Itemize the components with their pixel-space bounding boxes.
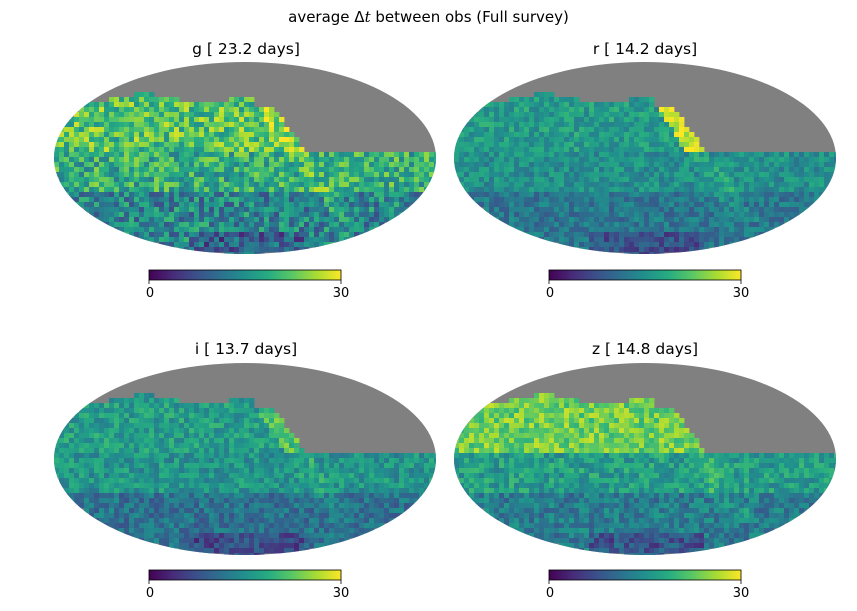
panel-title-z: z [ 14.8 days] (591, 340, 699, 358)
figure-suptitle: average Δt between obs (Full survey) (288, 8, 569, 26)
colorbar-g-min-label: 0 (145, 286, 155, 301)
survey-footprint-r (454, 92, 836, 254)
colorbar-r-max-label: 30 (732, 286, 750, 301)
colorbar-i (148, 569, 342, 581)
survey-footprint-i (54, 393, 436, 555)
sky-map-g (54, 62, 436, 284)
colorbar-i-min-label: 0 (145, 586, 155, 601)
colorbar-i-max-label: 30 (332, 586, 350, 601)
colorbar-z (548, 569, 742, 581)
colorbar-g (148, 269, 342, 281)
colorbar-z-max-label: 30 (732, 586, 750, 601)
sky-map-r (454, 62, 836, 284)
colorbar-g-max-label: 30 (332, 286, 350, 301)
colorbar-r-min-label: 0 (545, 286, 555, 301)
colorbar-z-min-label: 0 (545, 586, 555, 601)
panel-title-i: i [ 13.7 days] (194, 340, 298, 358)
colorbar-r (548, 269, 742, 281)
panel-title-g: g [ 23.2 days] (192, 40, 300, 58)
panel-title-r: r [ 14.2 days] (592, 40, 698, 58)
survey-footprint-z (454, 393, 836, 555)
sky-map-i (54, 363, 436, 584)
survey-footprint-g (54, 92, 436, 254)
sky-map-z (454, 363, 836, 584)
